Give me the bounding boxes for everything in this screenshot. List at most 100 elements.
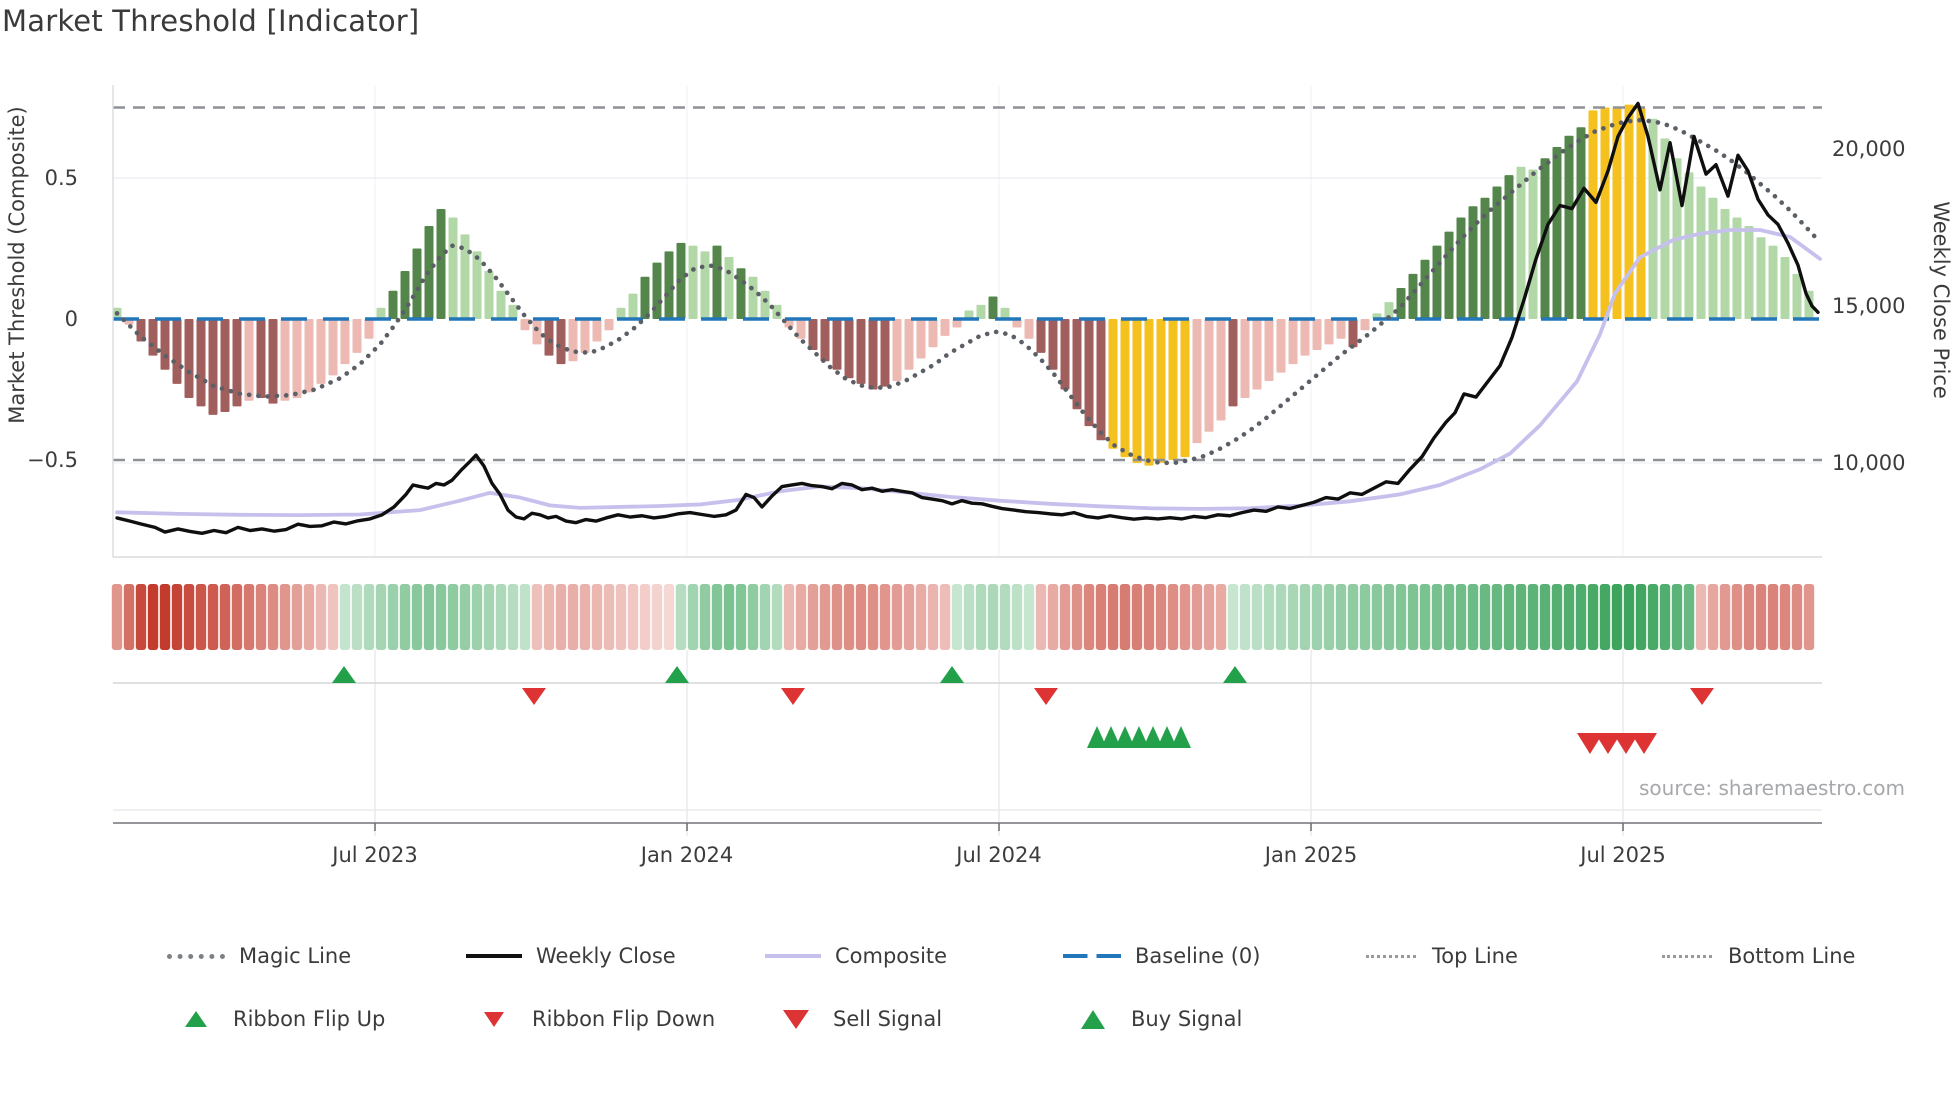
threshold-bar [1288,319,1298,365]
legend-label: Baseline (0) [1135,944,1261,968]
buy-signal-marker [1115,726,1135,748]
source-credit: source: sharemaestro.com [1639,776,1905,800]
threshold-bar [664,251,674,319]
sell-signal-icon [783,1009,809,1029]
ribbon-cell [795,584,807,650]
threshold-bar [244,319,254,401]
ribbon-cell [387,584,399,650]
ribbon-cell [183,584,195,650]
ribbon-cell [447,584,459,650]
ribbon-cell [951,584,963,650]
ribbon-cell [315,584,327,650]
threshold-bar [280,319,290,401]
x-axis-tick-jul-2024: Jul 2024 [956,843,1042,867]
ribbon-cell [1611,584,1623,650]
ribbon-cell [1275,584,1287,650]
threshold-bar [1324,319,1334,345]
threshold-bar [484,271,494,319]
ribbon-cell [747,584,759,650]
top-line-swatch-icon [1366,954,1416,958]
ribbon-cell [1623,584,1635,650]
threshold-bar [208,319,218,415]
ribbon-cell [1743,584,1755,650]
ribbon-flip-down-icon [484,1011,504,1027]
ribbon-cell [1071,584,1083,650]
legend-item-weekly-close: Weekly Close [466,941,676,971]
ribbon-cell [783,584,795,650]
legend-label: Weekly Close [536,944,676,968]
legend-label: Ribbon Flip Up [233,1007,386,1031]
threshold-bar [856,319,866,384]
threshold-bar [496,290,506,319]
threshold-bar [796,319,806,339]
x-axis-tick-jan-2024: Jan 2024 [640,843,734,867]
threshold-bar [1276,319,1286,373]
threshold-bar [568,319,578,362]
ribbon-cell [663,584,675,650]
ribbon-flip-down-marker [1690,688,1714,705]
threshold-bar [412,248,422,319]
threshold-bar [1300,319,1310,356]
ribbon-cell [1791,584,1803,650]
threshold-bar [1708,197,1718,319]
x-axis-tick-jul-2025: Jul 2025 [1580,843,1666,867]
ribbon-flip-down-marker [781,688,805,705]
ribbon-cell [435,584,447,650]
ribbon-cell [1107,584,1119,650]
ribbon-cell [855,584,867,650]
legend-item-ribbon-flip-down: Ribbon Flip Down [484,1004,715,1034]
ribbon-cell [987,584,999,650]
ribbon-cell [1659,584,1671,650]
threshold-bar [184,319,194,398]
ribbon-cell [111,584,123,650]
ribbon-cell [903,584,915,650]
x-axis-tick-jan-2025: Jan 2025 [1264,843,1358,867]
ribbon-cell [639,584,651,650]
ribbon-cell [1395,584,1407,650]
ribbon-cell [1503,584,1515,650]
threshold-bar [592,319,602,342]
ribbon-cell [711,584,723,650]
ribbon-cell [231,584,243,650]
threshold-bar [1588,110,1598,319]
ribbon-cell [207,584,219,650]
threshold-bar [1108,319,1118,449]
ribbon-cell [759,584,771,650]
threshold-bar [1684,172,1694,319]
threshold-bar [304,319,314,393]
ribbon-cell [819,584,831,650]
left-axis-tick-0: 0 [64,307,78,331]
threshold-bar [1156,319,1166,463]
ribbon-cell [1239,584,1251,650]
legend-item-magic-line: Magic Line [167,941,351,971]
threshold-bar [292,319,302,398]
threshold-bar [1252,319,1262,390]
ribbon-cell [1695,584,1707,650]
threshold-bar [688,245,698,319]
threshold-bar [472,251,482,319]
threshold-bar [1768,245,1778,319]
ribbon-cell [771,584,783,650]
ribbon-cell [1527,584,1539,650]
threshold-bar [1024,319,1034,339]
ribbon-cell [1467,584,1479,650]
ribbon-cell [1191,584,1203,650]
ribbon-cell [1515,584,1527,650]
ribbon-cell [1323,584,1335,650]
left-axis-title: Market Threshold (Composite) [5,106,29,424]
ribbon-cell [1479,584,1491,650]
ribbon-cell [915,584,927,650]
threshold-bar [1456,217,1466,319]
threshold-bar [1204,319,1214,432]
ribbon-cell [831,584,843,650]
ribbon-cell [1263,584,1275,650]
ribbon-cell [303,584,315,650]
ribbon-cell [1491,584,1503,650]
ribbon-cell [327,584,339,650]
ribbon-cell [243,584,255,650]
threshold-bar [556,319,566,365]
threshold-bar [1168,319,1178,460]
ribbon-flip-down-marker [1034,688,1058,705]
ribbon-cell [603,584,615,650]
threshold-bar [1264,319,1274,382]
